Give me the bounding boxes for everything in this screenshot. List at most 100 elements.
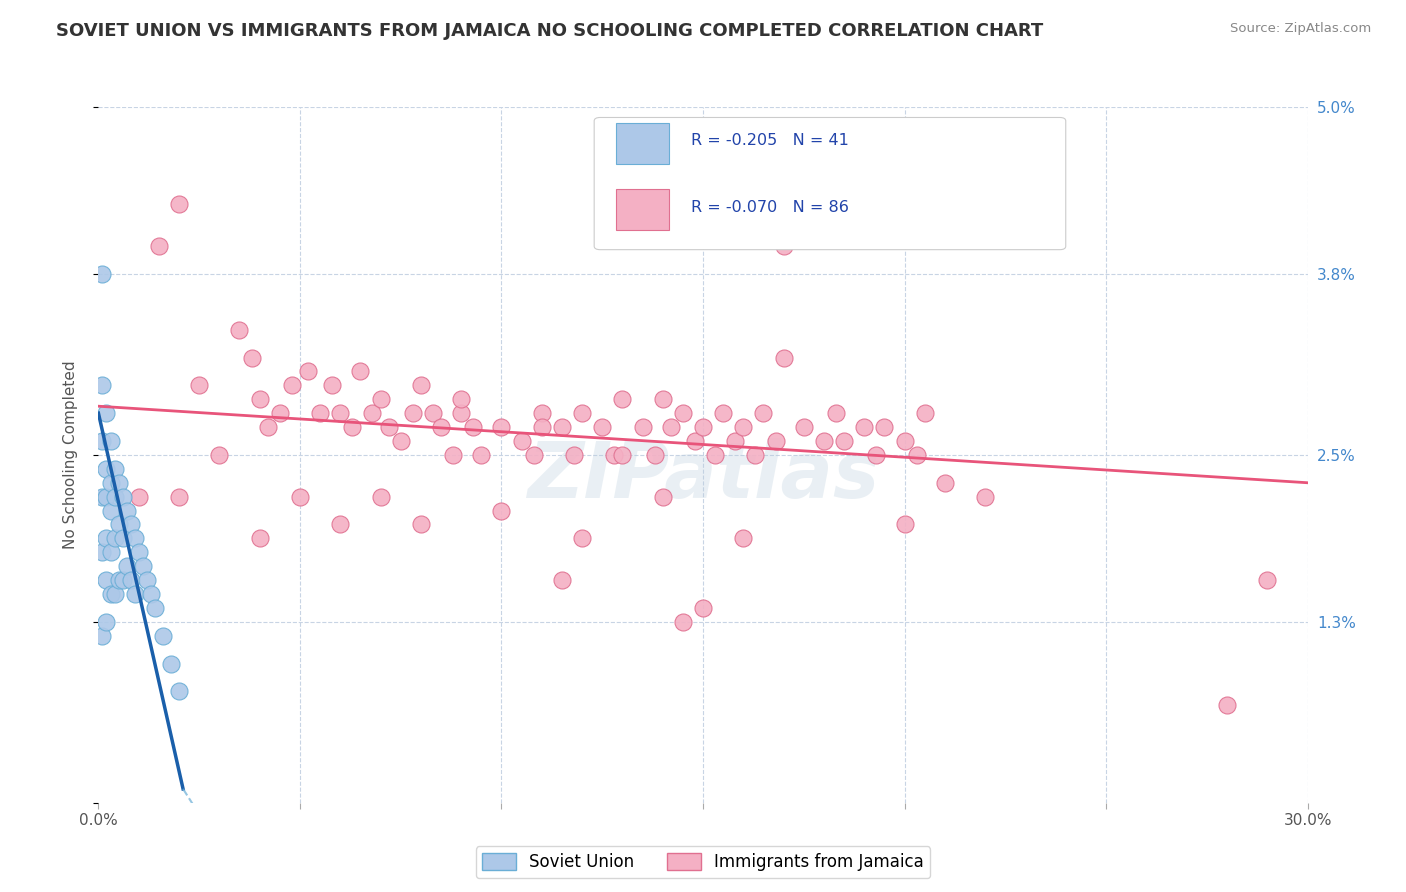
Point — [463, 420, 485, 434]
Point — [470, 448, 492, 462]
Point — [711, 406, 734, 420]
Point — [591, 420, 613, 434]
Point — [1256, 573, 1278, 587]
Point — [148, 239, 170, 253]
Point — [256, 420, 278, 434]
Point — [228, 323, 250, 337]
Text: ZIPatlas: ZIPatlas — [527, 438, 879, 514]
Point — [612, 392, 634, 407]
Point — [772, 239, 794, 253]
Point — [297, 364, 319, 378]
Point — [96, 490, 118, 504]
Point — [1216, 698, 1239, 713]
Point — [914, 406, 936, 420]
Point — [96, 615, 118, 629]
Point — [91, 490, 114, 504]
Point — [249, 532, 271, 546]
FancyBboxPatch shape — [616, 123, 669, 164]
Point — [370, 392, 392, 407]
Point — [96, 462, 118, 476]
Text: Source: ZipAtlas.com: Source: ZipAtlas.com — [1230, 22, 1371, 36]
Point — [510, 434, 533, 448]
Point — [361, 406, 384, 420]
Point — [167, 684, 190, 698]
Point — [167, 490, 190, 504]
Point — [208, 448, 231, 462]
Point — [115, 503, 138, 517]
Point — [100, 434, 122, 448]
Point — [704, 448, 727, 462]
Point — [893, 434, 915, 448]
Point — [288, 490, 311, 504]
Point — [422, 406, 444, 420]
Point — [571, 406, 593, 420]
Point — [309, 406, 332, 420]
Point — [523, 448, 546, 462]
FancyBboxPatch shape — [616, 189, 669, 230]
Point — [450, 406, 472, 420]
Point — [143, 601, 166, 615]
Point — [409, 378, 432, 392]
Point — [100, 545, 122, 559]
Point — [793, 420, 815, 434]
Point — [107, 573, 129, 587]
Point — [651, 490, 673, 504]
Point — [551, 420, 574, 434]
Point — [96, 406, 118, 420]
Point — [873, 420, 896, 434]
Point — [329, 406, 352, 420]
Point — [342, 420, 364, 434]
Point — [603, 448, 626, 462]
Point — [167, 197, 190, 211]
Point — [91, 267, 114, 281]
Point — [120, 573, 142, 587]
Text: R = -0.205   N = 41: R = -0.205 N = 41 — [690, 133, 849, 148]
Point — [370, 490, 392, 504]
Y-axis label: No Schooling Completed: No Schooling Completed — [63, 360, 77, 549]
Point — [551, 573, 574, 587]
Point — [733, 532, 755, 546]
Point — [491, 420, 513, 434]
Point — [571, 532, 593, 546]
Point — [692, 601, 714, 615]
Point — [269, 406, 291, 420]
Point — [100, 475, 122, 490]
Point — [240, 351, 263, 365]
Point — [103, 462, 125, 476]
Point — [772, 351, 794, 365]
Point — [103, 490, 125, 504]
Point — [349, 364, 371, 378]
Point — [103, 587, 125, 601]
Point — [91, 378, 114, 392]
Point — [132, 559, 155, 574]
Point — [825, 406, 848, 420]
Point — [733, 420, 755, 434]
Point — [377, 420, 399, 434]
Point — [409, 517, 432, 532]
Point — [644, 448, 666, 462]
FancyBboxPatch shape — [595, 118, 1066, 250]
Point — [724, 434, 747, 448]
Point — [853, 420, 876, 434]
Point — [441, 448, 464, 462]
Point — [832, 434, 855, 448]
Point — [672, 615, 695, 629]
Point — [402, 406, 425, 420]
Point — [974, 490, 997, 504]
Point — [128, 490, 150, 504]
Point — [128, 545, 150, 559]
Point — [91, 545, 114, 559]
Text: R = -0.070   N = 86: R = -0.070 N = 86 — [690, 201, 849, 216]
Point — [111, 490, 134, 504]
Point — [893, 517, 915, 532]
Point — [813, 434, 835, 448]
Point — [765, 434, 787, 448]
Point — [96, 532, 118, 546]
Point — [865, 448, 887, 462]
Point — [934, 475, 956, 490]
Point — [124, 532, 146, 546]
Point — [659, 420, 682, 434]
Point — [160, 657, 183, 671]
Point — [905, 448, 928, 462]
Point — [692, 420, 714, 434]
